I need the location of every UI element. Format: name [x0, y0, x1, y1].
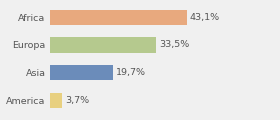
Text: 43,1%: 43,1%: [190, 13, 220, 22]
Bar: [50, 37, 156, 53]
Bar: [50, 65, 113, 80]
Text: 33,5%: 33,5%: [160, 41, 190, 49]
Bar: [50, 93, 62, 108]
Bar: [50, 10, 187, 25]
Text: 3,7%: 3,7%: [65, 96, 89, 105]
Text: 19,7%: 19,7%: [116, 68, 146, 77]
